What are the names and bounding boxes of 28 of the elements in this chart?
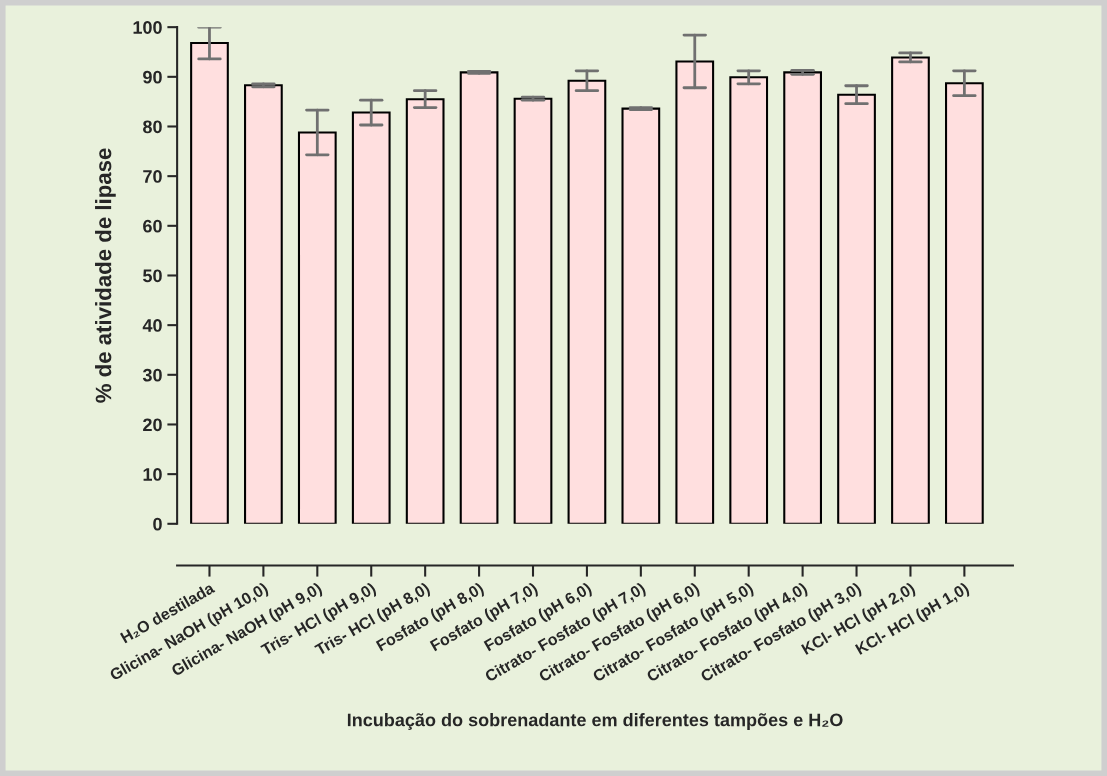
y-tick-label: 100 <box>133 21 162 34</box>
bar <box>297 131 337 524</box>
bar <box>405 98 445 524</box>
bar <box>729 76 769 524</box>
bar <box>945 82 984 524</box>
y-tick-label: 90 <box>143 70 162 84</box>
y-tick-label: 30 <box>142 368 162 382</box>
y-tick-label: 20 <box>143 418 162 432</box>
y-axis-title: % de atividade de lipase <box>95 148 116 403</box>
x-axis-title: Incubação do sobrenadante em diferentes tampões e H₂O <box>347 713 843 730</box>
bar <box>459 71 499 524</box>
bar <box>891 56 930 524</box>
bar <box>513 97 553 524</box>
y-tick-label: 0 <box>153 517 162 531</box>
y-tick-label: 50 <box>143 269 162 283</box>
y-tick-label: 60 <box>143 219 162 233</box>
y-tick-label: 10 <box>143 468 162 481</box>
bar <box>351 111 391 524</box>
bar <box>783 71 822 524</box>
bar <box>190 42 229 524</box>
bar <box>837 93 876 524</box>
bar <box>567 79 607 524</box>
y-tick-label: 80 <box>143 120 162 134</box>
y-tick-label: 40 <box>142 319 162 332</box>
bar <box>675 60 715 524</box>
bar <box>621 107 661 524</box>
y-tick-label: 70 <box>143 170 162 183</box>
bar <box>244 84 283 524</box>
